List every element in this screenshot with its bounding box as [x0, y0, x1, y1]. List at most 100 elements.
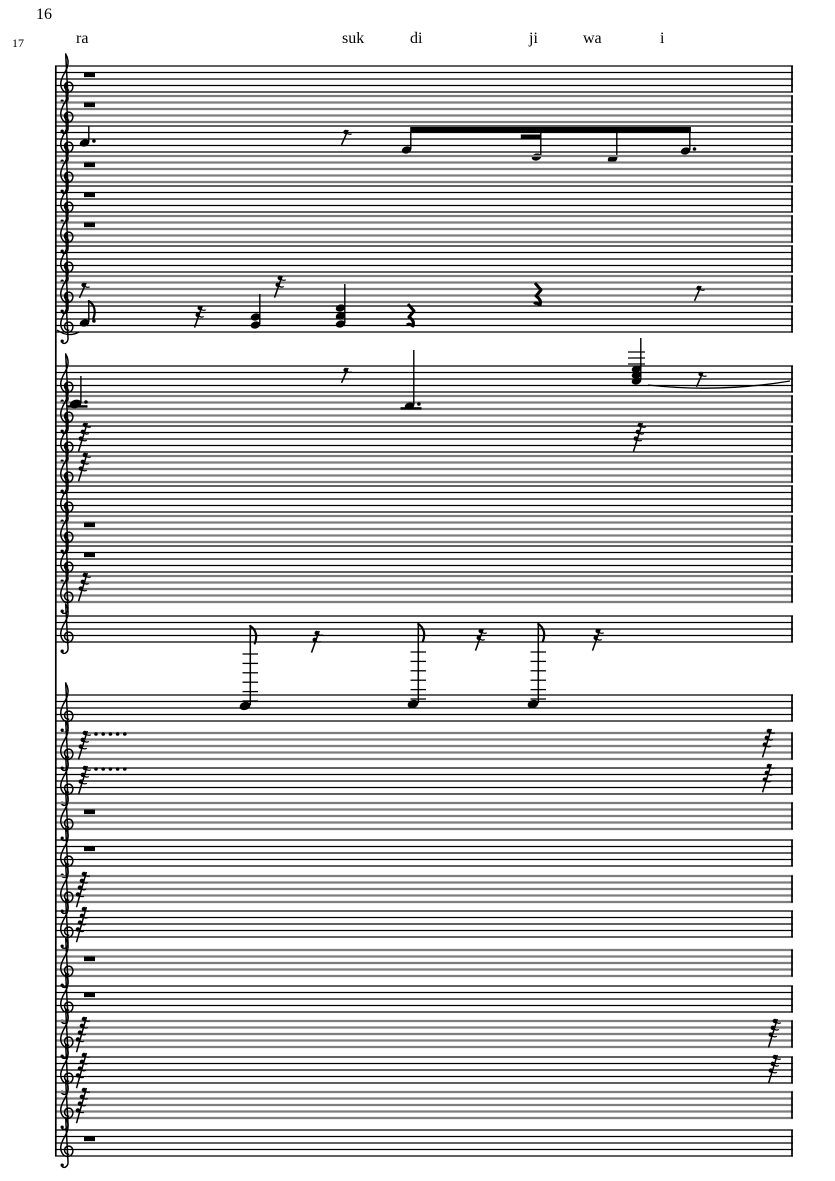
staff-lines [55, 394, 793, 424]
whole-rest [84, 162, 95, 168]
whole-rest [84, 552, 95, 558]
repeat-dots [94, 767, 127, 771]
whole-rest [84, 809, 95, 815]
sixteenth-rest [310, 630, 324, 653]
staff [55, 443, 793, 495]
thirtysecond-rest [761, 763, 776, 793]
thirtysecond-rest [77, 572, 92, 602]
whole-rest [84, 522, 95, 528]
staff [55, 1117, 793, 1169]
chord [628, 338, 645, 385]
staff [55, 203, 793, 255]
lyric-syllable: di [410, 30, 423, 47]
staff-lines [55, 1056, 793, 1084]
staff [55, 113, 793, 165]
thirtysecond-rest [767, 1054, 782, 1084]
sixtyfourth-rest [75, 906, 91, 943]
measure-number-left: 17 [12, 36, 24, 50]
sixteenth-rest [273, 275, 287, 298]
staff-lines [55, 1019, 793, 1049]
staff [55, 143, 793, 195]
staff [55, 973, 793, 1025]
tie [56, 329, 80, 336]
staff [55, 863, 793, 915]
staff [55, 827, 793, 879]
sixtyfourth-rest [75, 1087, 91, 1124]
staff [55, 1044, 793, 1096]
whole-rest [84, 992, 95, 998]
staff-lines [55, 767, 793, 795]
thirtysecond-rest [77, 422, 92, 452]
thirtysecond-rest [632, 422, 647, 452]
ledger-note [527, 622, 546, 709]
thirtysecond-rest [767, 1018, 782, 1048]
quarter-rest [532, 282, 543, 307]
ledger-note [407, 622, 426, 709]
chord [250, 294, 261, 329]
chord [335, 284, 346, 328]
sixtyfourth-rest [75, 1052, 91, 1089]
staff [55, 53, 793, 105]
staff-lines [55, 694, 793, 722]
staff-lines [55, 874, 793, 904]
staff-lines [55, 514, 793, 544]
eighth-rest [78, 282, 90, 299]
ledger-note [239, 624, 258, 711]
staff [55, 898, 793, 950]
staff-lines [55, 545, 793, 573]
staff [55, 755, 793, 807]
staff [55, 233, 793, 285]
lyric-syllable: wa [583, 30, 602, 47]
eighth-rest [693, 285, 705, 302]
staff [55, 937, 793, 989]
staff-lines [55, 185, 793, 213]
staff-lines [55, 1129, 793, 1157]
staff [55, 83, 793, 135]
note [79, 299, 96, 327]
staff-lines [55, 154, 793, 184]
staff-lines [55, 305, 793, 333]
staff-lines [55, 454, 793, 484]
repeat-dots [94, 732, 127, 736]
lyric-syllable: i [660, 30, 665, 47]
whole-rest [84, 192, 95, 198]
sixtyfourth-rest [75, 1016, 91, 1053]
note [400, 350, 422, 410]
staff [55, 603, 793, 711]
lyric-syllable: ra [76, 30, 89, 47]
whole-rest [84, 102, 95, 108]
staff [55, 338, 793, 405]
quarter-rest [405, 303, 416, 328]
staff [55, 563, 793, 615]
whole-rest [84, 846, 95, 852]
staff [55, 682, 793, 734]
staff [55, 473, 793, 525]
beam-group [401, 127, 697, 163]
sixteenth-rest [474, 628, 488, 651]
eighth-rest [340, 129, 352, 146]
staff-lines [55, 910, 793, 938]
note [79, 126, 96, 147]
staff [55, 284, 793, 345]
staff-lines [55, 425, 793, 453]
staff [55, 1079, 793, 1131]
thirtysecond-rest [77, 765, 92, 795]
lyric-syllable: ji [529, 30, 538, 47]
lyric-syllable: suk [342, 30, 365, 47]
staff-lines [55, 485, 793, 513]
thirtysecond-rest [761, 728, 776, 758]
note [66, 376, 88, 409]
staff-lines [55, 65, 793, 93]
staff-lines [55, 125, 793, 153]
staff-lines [55, 574, 793, 604]
staff-lines [55, 948, 793, 978]
eighth-rest [695, 371, 707, 388]
staff-lines [55, 839, 793, 867]
staff [55, 533, 793, 585]
staff-lines [55, 245, 793, 273]
measure-number-top: 16 [36, 6, 52, 23]
whole-rest [84, 956, 95, 962]
staff-lines [55, 94, 793, 124]
